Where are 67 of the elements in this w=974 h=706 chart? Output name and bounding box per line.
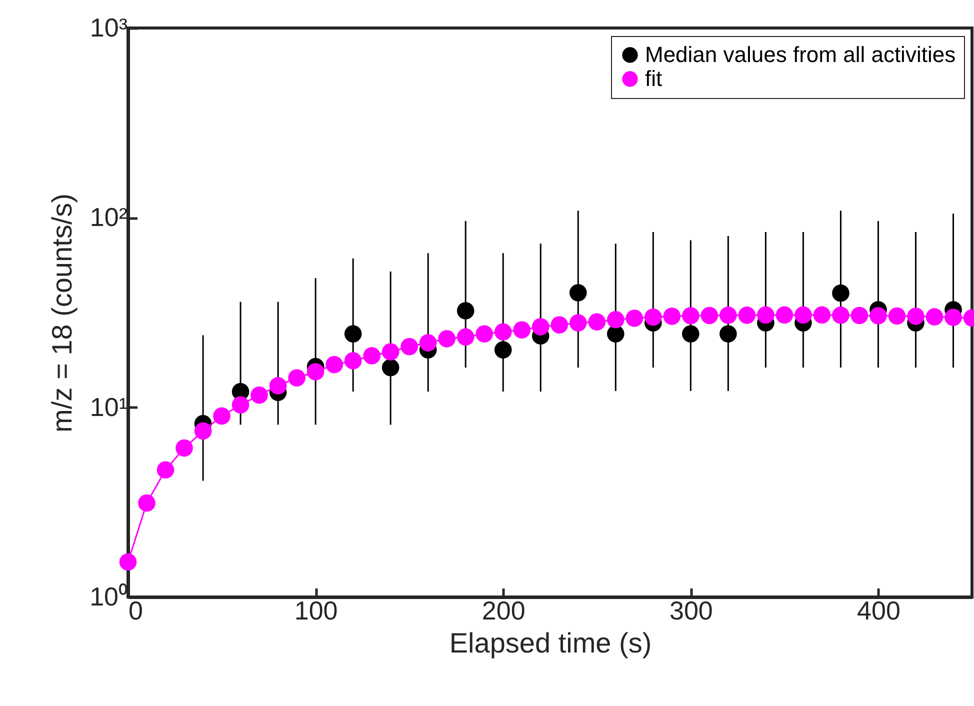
point — [250, 386, 268, 404]
point — [832, 306, 850, 324]
point — [382, 358, 400, 376]
point — [644, 308, 662, 326]
x-tick-label: 0 — [128, 596, 143, 626]
point — [888, 307, 906, 325]
x-tick-label: 400 — [857, 596, 900, 626]
point — [606, 325, 624, 342]
point — [532, 318, 550, 336]
point — [550, 316, 568, 334]
point — [232, 396, 250, 414]
point — [476, 325, 494, 342]
point — [194, 422, 212, 440]
point — [870, 307, 887, 324]
point — [419, 334, 437, 352]
point — [382, 343, 400, 361]
x-tick-label: 300 — [669, 596, 713, 626]
point — [326, 356, 343, 374]
point — [213, 407, 230, 425]
y-tick-label: 10⁰ — [90, 582, 128, 612]
y-tick-label: 10² — [90, 202, 128, 232]
point — [456, 328, 474, 346]
point — [176, 439, 193, 457]
point — [757, 306, 774, 324]
point — [606, 310, 624, 328]
point — [926, 308, 944, 326]
point — [288, 369, 306, 387]
point — [306, 363, 324, 380]
point — [776, 306, 794, 324]
legend-label: fit — [645, 66, 662, 91]
point — [850, 306, 868, 324]
legend-label: Median values from all activities — [645, 42, 956, 67]
x-tick-label: 100 — [294, 596, 338, 626]
point — [344, 352, 362, 370]
point — [494, 323, 512, 340]
point — [400, 338, 418, 356]
point — [513, 321, 531, 339]
point — [569, 284, 587, 302]
x-tick-label: 200 — [482, 596, 526, 626]
point — [588, 313, 606, 331]
point — [456, 302, 474, 320]
point — [944, 308, 962, 326]
y-tick-label: 10¹ — [90, 392, 128, 422]
point — [269, 377, 287, 394]
point — [738, 306, 756, 324]
y-axis-title: m/z = 18 (counts/s) — [46, 194, 78, 432]
point — [156, 461, 174, 479]
x-axis-title: Elapsed time (s) — [449, 628, 652, 658]
point — [569, 314, 587, 332]
point — [700, 306, 718, 324]
point — [832, 284, 850, 302]
point — [907, 308, 924, 325]
point — [344, 325, 362, 342]
point — [813, 306, 831, 324]
y-tick-label: 10³ — [90, 12, 128, 42]
point — [720, 306, 737, 324]
point — [663, 308, 681, 325]
point — [682, 307, 700, 324]
point — [626, 310, 644, 327]
point — [494, 341, 512, 358]
point — [438, 330, 456, 348]
point — [720, 325, 737, 342]
point — [119, 553, 137, 571]
point — [363, 347, 380, 364]
point — [794, 306, 812, 324]
point — [138, 494, 156, 512]
point — [682, 325, 700, 342]
